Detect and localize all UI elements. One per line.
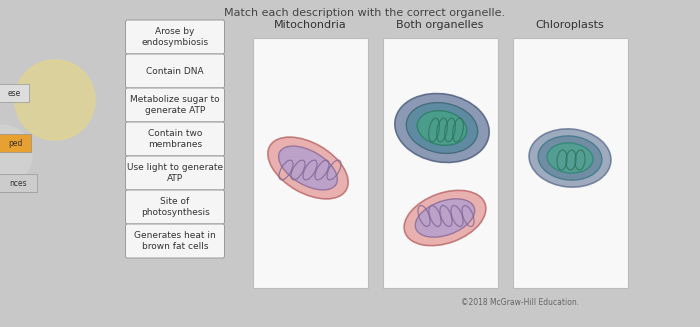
Circle shape xyxy=(0,125,32,185)
Circle shape xyxy=(15,60,95,140)
Text: nces: nces xyxy=(9,179,27,187)
Ellipse shape xyxy=(415,199,475,237)
Text: Arose by
endosymbiosis: Arose by endosymbiosis xyxy=(141,27,209,47)
Ellipse shape xyxy=(279,146,337,190)
Text: Site of
photosynthesis: Site of photosynthesis xyxy=(141,197,209,217)
FancyBboxPatch shape xyxy=(125,20,225,54)
Text: Contain DNA: Contain DNA xyxy=(146,66,204,76)
Ellipse shape xyxy=(547,143,593,173)
FancyBboxPatch shape xyxy=(0,174,37,192)
FancyBboxPatch shape xyxy=(125,224,225,258)
Ellipse shape xyxy=(404,190,486,246)
Text: ped: ped xyxy=(8,139,22,147)
Text: Use light to generate
ATP: Use light to generate ATP xyxy=(127,163,223,183)
Text: Match each description with the correct organelle.: Match each description with the correct … xyxy=(225,8,505,18)
Text: Metabolize sugar to
generate ATP: Metabolize sugar to generate ATP xyxy=(130,95,220,115)
Text: Chloroplasts: Chloroplasts xyxy=(536,20,604,30)
Text: Contain two
membranes: Contain two membranes xyxy=(148,129,202,149)
FancyBboxPatch shape xyxy=(382,38,498,288)
Text: Both organelles: Both organelles xyxy=(396,20,484,30)
FancyBboxPatch shape xyxy=(0,84,29,102)
Ellipse shape xyxy=(268,137,348,199)
Ellipse shape xyxy=(538,136,602,180)
FancyBboxPatch shape xyxy=(253,38,368,288)
FancyBboxPatch shape xyxy=(0,134,31,152)
Ellipse shape xyxy=(395,94,489,163)
Text: ese: ese xyxy=(8,89,20,97)
Ellipse shape xyxy=(417,111,467,145)
Text: Generates heat in
brown fat cells: Generates heat in brown fat cells xyxy=(134,231,216,251)
FancyBboxPatch shape xyxy=(125,122,225,156)
FancyBboxPatch shape xyxy=(125,190,225,224)
FancyBboxPatch shape xyxy=(125,54,225,88)
Ellipse shape xyxy=(529,129,611,187)
Text: ©2018 McGraw-Hill Education.: ©2018 McGraw-Hill Education. xyxy=(461,298,579,307)
FancyBboxPatch shape xyxy=(125,156,225,190)
Text: Mitochondria: Mitochondria xyxy=(274,20,346,30)
FancyBboxPatch shape xyxy=(125,88,225,122)
FancyBboxPatch shape xyxy=(512,38,627,288)
Ellipse shape xyxy=(406,103,477,153)
